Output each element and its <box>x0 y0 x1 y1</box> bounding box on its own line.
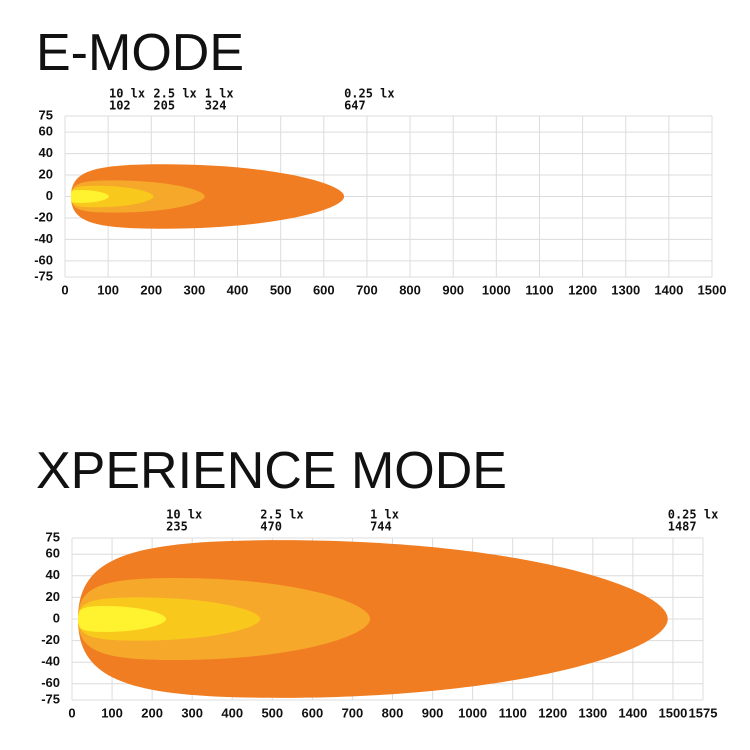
x-tick-label: 300 <box>181 705 203 720</box>
x-tick-label: 100 <box>97 282 119 297</box>
y-tick-label: 20 <box>39 166 53 181</box>
distance-label: 205 <box>153 99 175 113</box>
beam-contour <box>78 606 167 632</box>
x-tick-label: 1500 <box>698 282 727 297</box>
y-tick-label: -20 <box>41 632 60 647</box>
x-tick-label: 200 <box>141 705 163 720</box>
x-tick-label: 600 <box>302 705 324 720</box>
beam-contour <box>70 190 109 203</box>
x-tick-label: 400 <box>227 282 249 297</box>
x-tick-label: 1300 <box>578 705 607 720</box>
x-tick-label: 500 <box>270 282 292 297</box>
y-tick-label: -75 <box>34 268 53 283</box>
distance-label: 102 <box>109 99 131 113</box>
lux-label: 1 lx <box>205 87 234 101</box>
x-tick-label: 1500 <box>658 705 687 720</box>
x-tick-label: 1100 <box>499 705 527 720</box>
x-tick-label: 1300 <box>611 282 640 297</box>
x-tick-label: 1000 <box>482 282 511 297</box>
distance-label: 235 <box>166 520 188 534</box>
x-tick-label: 700 <box>342 705 364 720</box>
lux-label: 10 lx <box>109 87 145 101</box>
x-tick-label: 100 <box>101 705 123 720</box>
x-tick-label: 1200 <box>538 705 567 720</box>
distance-label: 647 <box>344 99 366 113</box>
x-tick-label: 1100 <box>525 282 553 297</box>
y-tick-label: 0 <box>53 610 60 625</box>
lux-label: 2.5 lx <box>260 508 303 522</box>
x-tick-label: 600 <box>313 282 335 297</box>
x-tick-label: 1400 <box>618 705 647 720</box>
x-tick-label: 700 <box>356 282 378 297</box>
distance-label: 744 <box>370 520 392 534</box>
lux-label: 0.25 lx <box>668 508 719 522</box>
distance-label: 470 <box>260 520 282 534</box>
x-tick-label: 1575 <box>689 705 718 720</box>
beam-contour <box>71 164 345 229</box>
distance-label: 324 <box>205 99 227 113</box>
lux-label: 1 lx <box>370 508 399 522</box>
lux-label: 0.25 lx <box>344 87 395 101</box>
x-tick-label: 800 <box>382 705 404 720</box>
y-tick-label: 75 <box>39 107 53 122</box>
x-tick-label: 1200 <box>568 282 597 297</box>
chart-title: XPERIENCE MODE <box>36 442 507 500</box>
y-tick-label: 20 <box>46 589 60 604</box>
x-tick-label: 1000 <box>458 705 487 720</box>
y-tick-label: 40 <box>39 145 53 160</box>
x-tick-label: 300 <box>184 282 206 297</box>
y-tick-label: -40 <box>34 231 53 246</box>
lux-label: 10 lx <box>166 508 202 522</box>
x-tick-label: 0 <box>68 705 75 720</box>
y-tick-label: -20 <box>34 209 53 224</box>
x-tick-label: 900 <box>442 282 464 297</box>
x-tick-label: 500 <box>261 705 283 720</box>
y-tick-label: 40 <box>46 567 60 582</box>
x-tick-label: 200 <box>140 282 162 297</box>
y-tick-label: 60 <box>39 124 53 139</box>
x-tick-label: 400 <box>221 705 243 720</box>
x-tick-label: 1400 <box>654 282 683 297</box>
chart-title: E-MODE <box>36 24 244 82</box>
y-tick-label: -60 <box>34 252 53 267</box>
x-tick-label: 800 <box>399 282 421 297</box>
distance-label: 1487 <box>668 520 697 534</box>
y-tick-label: 75 <box>46 529 60 544</box>
y-tick-label: -40 <box>41 654 60 669</box>
x-tick-label: 0 <box>61 282 68 297</box>
y-tick-label: -60 <box>41 675 60 690</box>
y-tick-label: 0 <box>46 188 53 203</box>
y-tick-label: -75 <box>41 691 60 706</box>
lux-label: 2.5 lx <box>153 87 196 101</box>
x-tick-label: 900 <box>422 705 444 720</box>
y-tick-label: 60 <box>46 546 60 561</box>
